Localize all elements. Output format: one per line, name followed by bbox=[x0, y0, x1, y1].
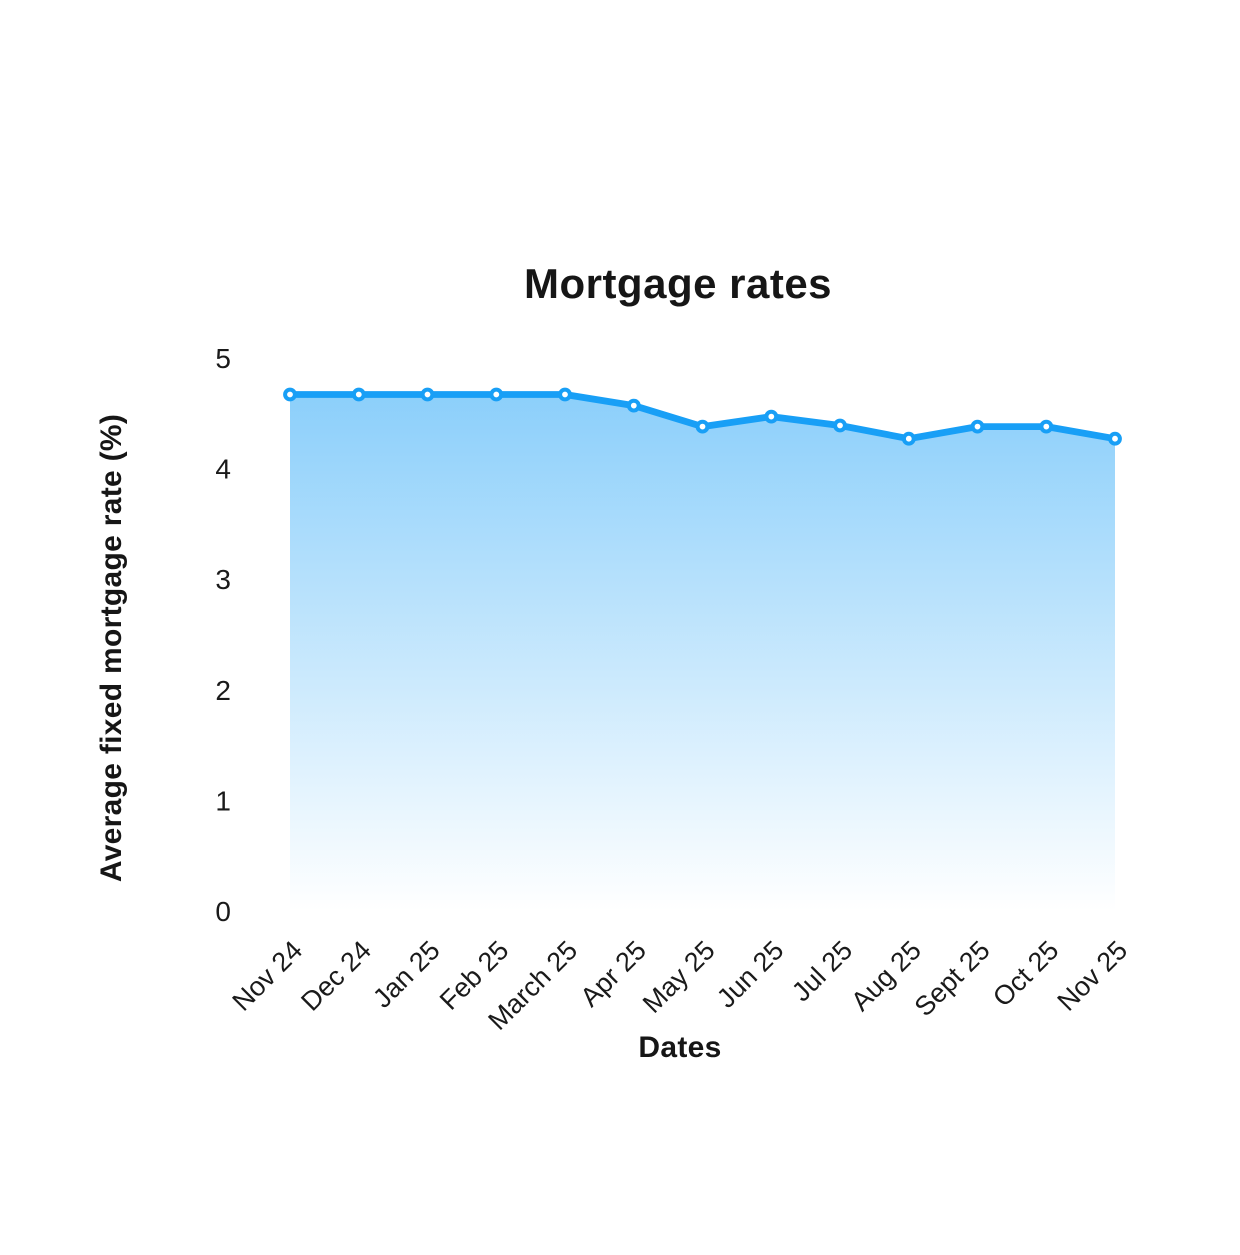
data-point-marker-jun-25 bbox=[764, 409, 779, 424]
x-tick-label-nov-24: Nov 24 bbox=[227, 935, 309, 1017]
chart-title: Mortgage rates bbox=[523, 260, 833, 307]
data-point-marker-jul-25 bbox=[833, 418, 847, 433]
data-point-marker-feb-25 bbox=[489, 387, 504, 402]
area-fill bbox=[290, 394, 1115, 911]
data-point-marker-aug-25 bbox=[901, 431, 916, 446]
y-tick-label-5: 5 bbox=[215, 343, 231, 374]
data-point-marker-dec-24 bbox=[351, 387, 366, 402]
data-point-marker-nov-25 bbox=[1108, 431, 1122, 446]
y-tick-label-4: 4 bbox=[215, 454, 231, 485]
data-point-marker-jan-25 bbox=[420, 387, 435, 402]
x-axis-title: Dates bbox=[638, 1031, 722, 1064]
x-tick-label-nov-25: Nov 25 bbox=[1052, 935, 1134, 1017]
data-point-marker-may-25 bbox=[695, 419, 710, 434]
data-point-marker-march-25 bbox=[558, 387, 572, 402]
y-tick-label-2: 2 bbox=[215, 675, 231, 706]
x-tick-label-may-25: May 25 bbox=[637, 935, 721, 1019]
y-tick-label-0: 0 bbox=[215, 896, 231, 927]
data-point-marker-nov-24 bbox=[283, 387, 297, 402]
y-tick-label-3: 3 bbox=[215, 564, 231, 595]
data-point-marker-oct-25 bbox=[1039, 419, 1054, 434]
y-tick-label-1: 1 bbox=[215, 785, 231, 816]
x-tick-label-oct-25: Oct 25 bbox=[987, 935, 1064, 1012]
data-point-marker-apr-25 bbox=[626, 398, 641, 413]
x-tick-label-jan-25: Jan 25 bbox=[367, 935, 446, 1014]
x-tick-label-sept-25: Sept 25 bbox=[909, 935, 996, 1022]
x-tick-label-dec-24: Dec 24 bbox=[295, 935, 377, 1017]
data-point-marker-sept-25 bbox=[970, 419, 985, 434]
x-tick-label-jun-25: Jun 25 bbox=[711, 935, 790, 1014]
